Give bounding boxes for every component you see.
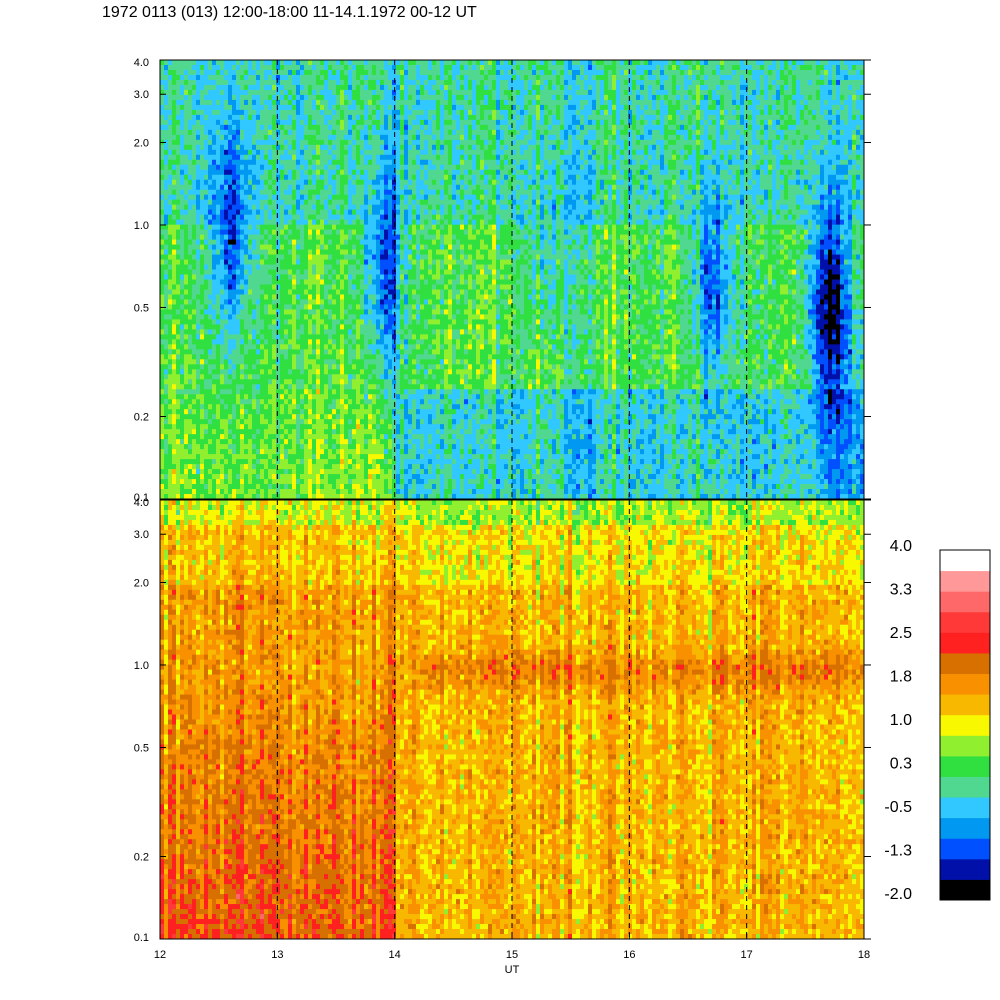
colorbar-swatch bbox=[940, 632, 990, 654]
colorbar-frame bbox=[939, 549, 991, 901]
spectrogram-cells bbox=[160, 500, 864, 939]
colorbar-label: 0.3 bbox=[890, 756, 912, 773]
x-tick-label: 12 bbox=[154, 949, 166, 961]
colorbar-swatch bbox=[940, 838, 990, 860]
colorbar-swatch bbox=[940, 570, 990, 592]
x-tick-label: 18 bbox=[858, 949, 870, 961]
colorbar-label: -1.3 bbox=[884, 843, 912, 860]
colorbar-swatch bbox=[940, 879, 990, 901]
colorbar-label: 3.3 bbox=[890, 582, 912, 599]
y-tick-label: 4.0 bbox=[134, 497, 149, 509]
y-tick-label: 2.0 bbox=[134, 137, 149, 149]
colorbar-swatch bbox=[940, 611, 990, 633]
lower-spectrogram-panel: 0.1 0.2 0.5 1.0 2.0 3.0 4.0 12 13 14 15 16 17 18 UT bbox=[134, 497, 871, 976]
colorbar-swatch bbox=[940, 550, 990, 572]
x-tick-label: 13 bbox=[271, 949, 283, 961]
spectrogram-cells bbox=[160, 60, 864, 499]
colorbar-swatch bbox=[940, 694, 990, 716]
colorbar-label: 4.0 bbox=[890, 538, 912, 555]
y-tick-label: 4.0 bbox=[134, 57, 149, 69]
y-tick-label: 1.0 bbox=[134, 220, 149, 232]
colorbar-swatch bbox=[940, 735, 990, 757]
colorbar-label: -2.0 bbox=[884, 886, 912, 903]
colorbar-swatch bbox=[940, 817, 990, 839]
y-tick-label: 0.1 bbox=[134, 932, 149, 944]
y-tick-label: 0.5 bbox=[134, 302, 149, 314]
colorbar-swatch bbox=[940, 755, 990, 777]
colorbar-label: 1.8 bbox=[890, 669, 912, 686]
y-tick-label: 0.2 bbox=[134, 852, 149, 864]
y-tick-label: 0.5 bbox=[134, 742, 149, 754]
colorbar-swatch bbox=[940, 591, 990, 613]
x-tick-label: 17 bbox=[741, 949, 753, 961]
x-tick-label: 14 bbox=[389, 949, 401, 961]
colorbar-swatch bbox=[940, 652, 990, 675]
y-tick-label: 2.0 bbox=[134, 577, 149, 589]
x-tick-label: 16 bbox=[623, 949, 635, 961]
y-tick-label: 3.0 bbox=[134, 89, 149, 101]
x-axis-label: UT bbox=[505, 964, 520, 976]
y-tick-label: 0.1 bbox=[134, 492, 149, 504]
y-tick-label: 0.2 bbox=[134, 412, 149, 424]
colorbar: 4.0 3.3 2.5 1.8 1.0 0.3 -0.5 -1.3 -2.0 bbox=[884, 538, 991, 903]
colorbar-label: -0.5 bbox=[884, 799, 912, 816]
y-tick-label: 3.0 bbox=[134, 529, 149, 541]
colorbar-label: 2.5 bbox=[890, 625, 912, 642]
colorbar-label: 1.0 bbox=[890, 712, 912, 729]
x-tick-label: 15 bbox=[506, 949, 518, 961]
colorbar-swatch bbox=[940, 797, 990, 819]
y-tick-label: 1.0 bbox=[134, 660, 149, 672]
colorbar-swatch bbox=[940, 776, 990, 798]
panel-frame bbox=[159, 59, 865, 500]
upper-spectrogram-panel: 0.1 0.2 0.5 1.0 2.0 3.0 4.0 bbox=[134, 57, 871, 504]
colorbar-swatch bbox=[940, 714, 990, 736]
colorbar-swatch bbox=[940, 673, 990, 695]
colorbar-swatch bbox=[940, 858, 990, 880]
plot-title: 1972 0113 (013) 12:00-18:00 11-14.1.1972… bbox=[102, 4, 477, 22]
